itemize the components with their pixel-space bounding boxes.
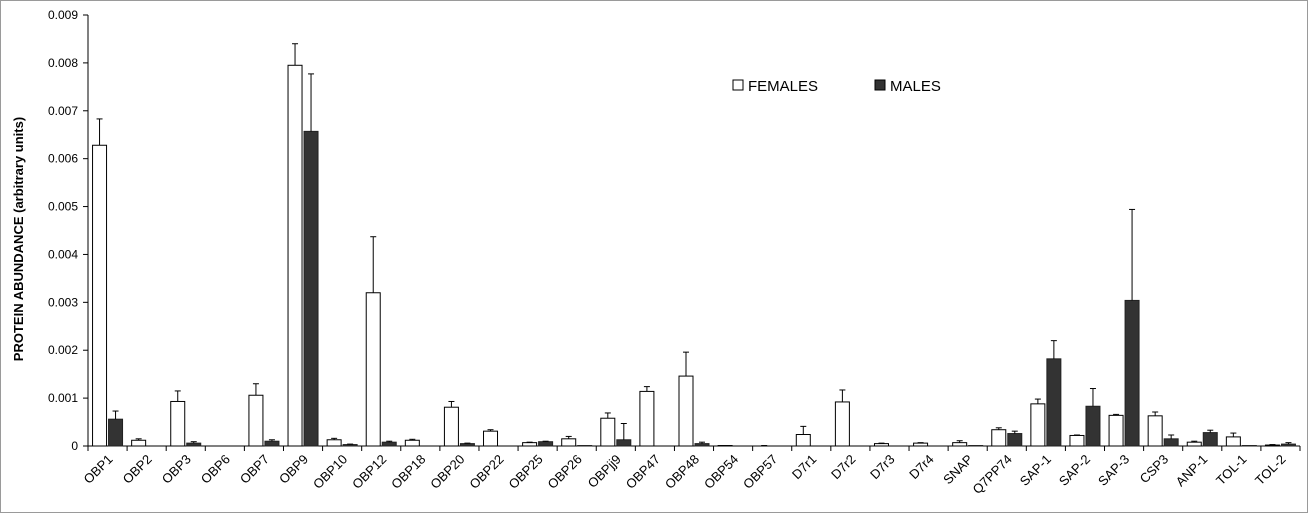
bar-males — [1046, 358, 1062, 447]
y-tick-label: 0.004 — [48, 247, 78, 261]
bar-males — [381, 441, 397, 447]
bar-females — [483, 430, 499, 447]
bar-females — [952, 442, 968, 447]
bar-females — [1225, 436, 1241, 447]
bar-females — [639, 390, 655, 447]
bar-males — [616, 439, 632, 447]
bar-males — [1280, 443, 1296, 447]
bar-females — [913, 442, 929, 447]
bar-females — [795, 434, 811, 447]
bar-females — [170, 400, 186, 447]
legend-swatch-males — [874, 79, 886, 91]
bar-females — [873, 443, 889, 447]
y-tick-label: 0.006 — [48, 152, 78, 166]
y-tick-label: 0.002 — [48, 343, 78, 357]
bar-females — [248, 394, 264, 447]
bar-females — [522, 442, 538, 447]
y-tick-label: 0.005 — [48, 200, 78, 214]
legend: FEMALES MALES — [732, 78, 941, 95]
bar-females — [1264, 444, 1280, 447]
bar-males — [264, 440, 280, 447]
bar-females — [561, 438, 577, 447]
bar-females — [1186, 441, 1202, 447]
bar-females — [991, 429, 1007, 447]
legend-label-females: FEMALES — [748, 78, 818, 95]
y-ticks: 0 0.001 0.002 0.003 0.004 0.005 0.006 0.007 0.00… — [48, 8, 88, 453]
bar-males — [1007, 433, 1023, 447]
bar-males — [1124, 299, 1140, 447]
bar-females — [678, 375, 694, 447]
legend-label-males: MALES — [890, 78, 941, 95]
bar-males — [694, 443, 710, 447]
bar-females — [287, 64, 303, 447]
bar-females — [443, 406, 459, 447]
bar-females — [92, 144, 108, 447]
bar-males — [459, 443, 475, 447]
y-tick-label: 0.003 — [48, 295, 78, 309]
y-tick-label: 0.001 — [48, 391, 78, 405]
bar-males — [538, 441, 554, 447]
bar-females — [326, 439, 342, 447]
bar-females — [1069, 434, 1085, 447]
y-tick-label: 0.008 — [48, 56, 78, 70]
y-axis-label-group: PROTEIN ABUNDANCE (arbitrary units) — [11, 117, 26, 361]
bars — [92, 64, 1296, 447]
bar-females — [1147, 415, 1163, 447]
bar-females — [404, 439, 420, 447]
bar-females — [131, 439, 147, 447]
bar-males — [303, 130, 319, 447]
y-axis-label: PROTEIN ABUNDANCE (arbitrary units) — [11, 117, 26, 361]
legend-swatch-females — [732, 79, 744, 91]
bar-females — [600, 417, 616, 447]
bar-females — [834, 401, 850, 447]
bar-females — [1108, 414, 1124, 447]
y-tick-label: 0.009 — [48, 8, 78, 22]
bar-males — [186, 442, 202, 447]
bar-males — [108, 418, 124, 447]
bar-males — [342, 444, 358, 447]
bar-males — [1163, 438, 1179, 447]
bar-females — [365, 292, 381, 447]
y-tick-label: 0.007 — [48, 104, 78, 118]
bar-males — [1085, 405, 1101, 447]
error-bars — [96, 43, 1292, 447]
bar-females — [1030, 403, 1046, 447]
y-tick-label: 0 — [71, 439, 78, 453]
bar-males — [1202, 432, 1218, 447]
